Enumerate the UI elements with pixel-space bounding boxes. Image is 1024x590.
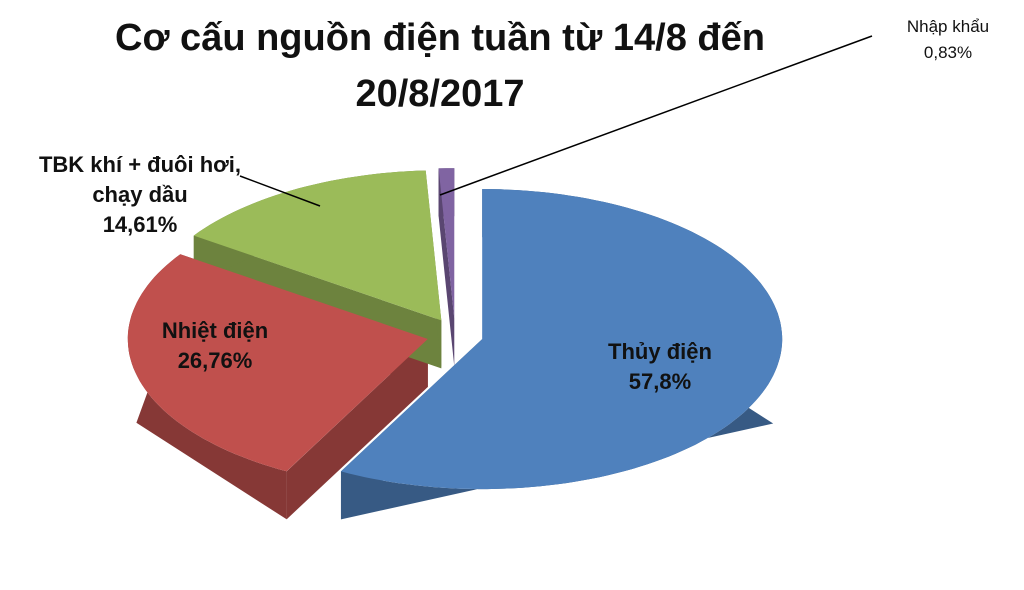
slice [193,170,442,321]
leader-line [439,35,873,196]
data-label-value: 0,83% [923,43,973,62]
leader-line [239,175,321,207]
data-label-name: Nhiệt điện [161,318,269,343]
data-label-value: 57,8% [628,369,692,394]
slice-wall [438,168,455,367]
data-label-name: Nhập khẩu [906,17,990,36]
slice [438,168,455,319]
chart-title: Cơ cấu nguồn điện tuần từ 14/8 đến 20/8/… [115,17,765,115]
data-label-name: TBK khí + đuôi hơi, chạy dầu [38,152,242,207]
slice [127,254,428,472]
data-label-value: 26,76% [177,348,253,373]
data-label-name: Thủy điện [608,339,712,364]
data-label-value: 14,61% [102,212,178,237]
slice-wall [286,338,428,520]
slice-tops [127,168,783,490]
slice [341,189,783,490]
